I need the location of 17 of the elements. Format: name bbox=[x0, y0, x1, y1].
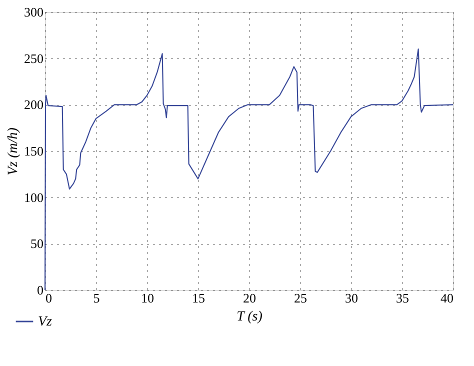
y-tick-label: 300 bbox=[24, 4, 44, 20]
y-tick-label: 200 bbox=[24, 97, 44, 112]
x-tick-label: 35 bbox=[396, 290, 409, 306]
x-tick-label: 40 bbox=[440, 290, 454, 306]
x-tick-label: 10 bbox=[141, 290, 154, 306]
x-tick-label: 25 bbox=[294, 290, 307, 306]
x-tick-label: 15 bbox=[192, 290, 205, 306]
y-axis-title: Vz (m/h) bbox=[6, 127, 21, 176]
x-tick-label: 30 bbox=[345, 290, 358, 306]
y-tick-label: 100 bbox=[24, 190, 44, 205]
x-tick-label: 20 bbox=[243, 290, 256, 306]
y-tick-label: 50 bbox=[30, 236, 44, 252]
y-tick-label: 150 bbox=[24, 144, 44, 158]
y-tick-label: 250 bbox=[24, 50, 44, 66]
x-tick-label: 5 bbox=[93, 290, 100, 306]
legend-label: Vz bbox=[38, 314, 53, 330]
x-axis-title: T (s) bbox=[236, 310, 263, 324]
